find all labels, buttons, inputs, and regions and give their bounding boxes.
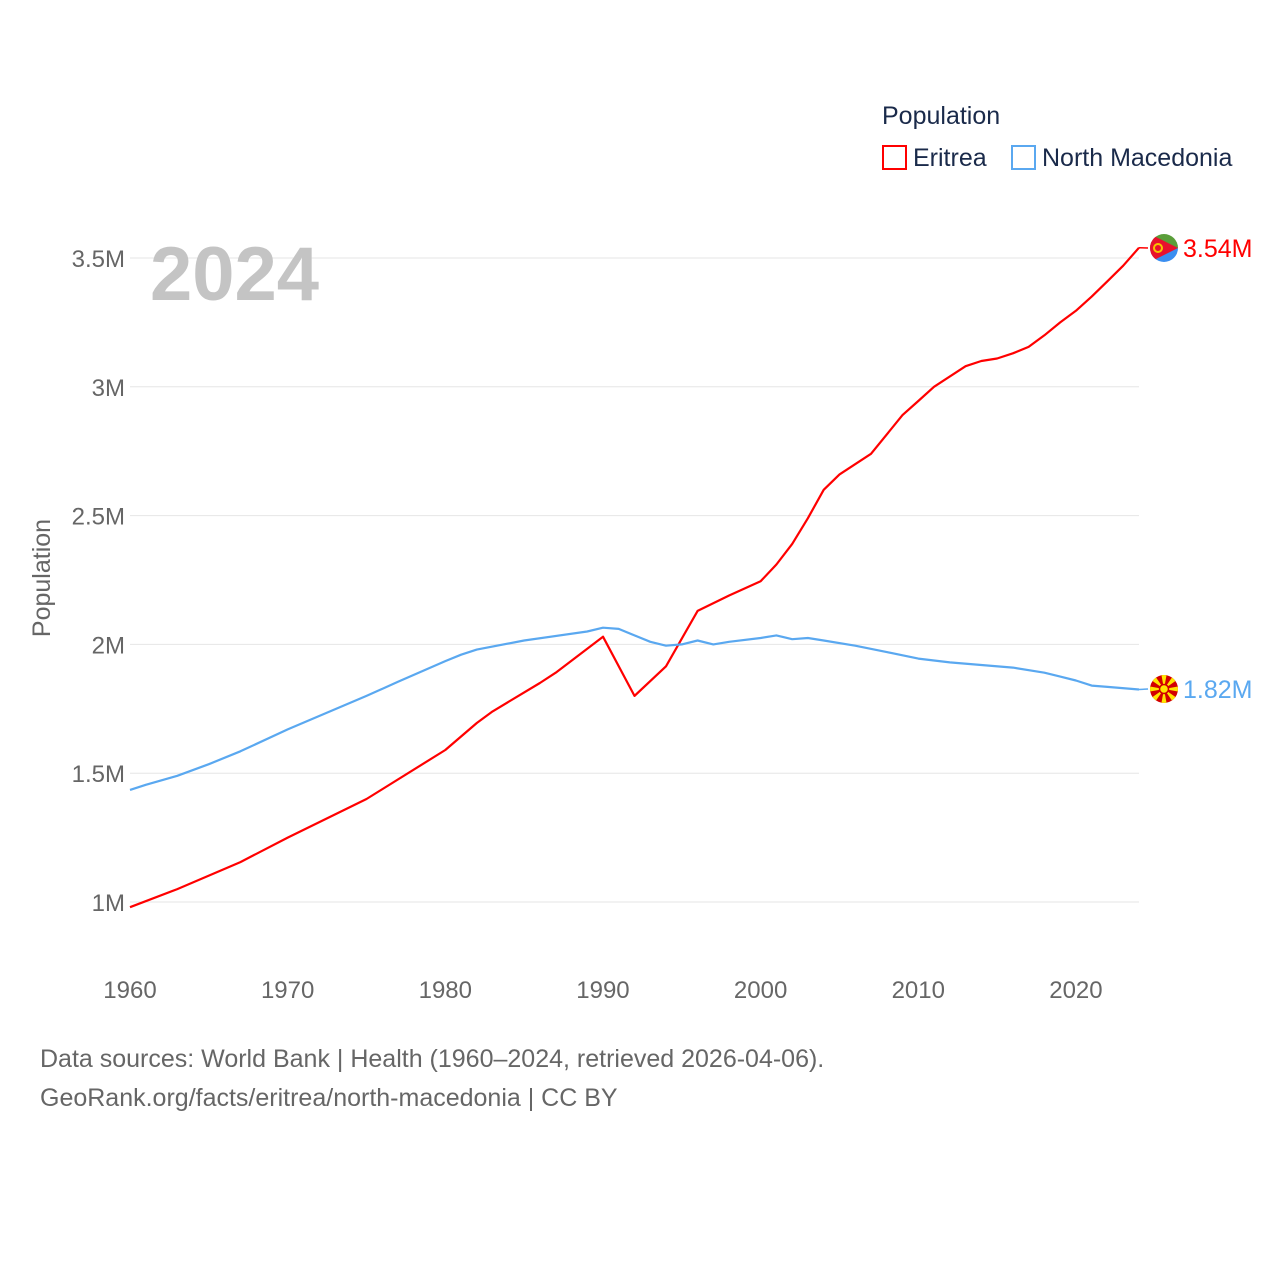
series-line-north-macedonia[interactable] <box>129 626 1140 791</box>
x-tick-label: 2010 <box>892 977 945 1004</box>
footer-link[interactable]: GeoRank.org/facts/eritrea/north-macedoni… <box>40 1084 618 1112</box>
legend-label: North Macedonia <box>1042 144 1232 172</box>
y-tick-label: 2.5M <box>72 504 125 531</box>
legend-title: Population <box>882 102 1000 130</box>
end-value-label: 1.82M <box>1183 676 1252 704</box>
legend-swatch <box>882 145 907 170</box>
north-macedonia-flag-icon <box>1150 675 1178 703</box>
eritrea-flag-icon <box>1150 234 1178 262</box>
y-tick-label: 1.5M <box>72 761 125 788</box>
y-tick-label: 3M <box>92 375 125 402</box>
legend-swatch <box>1011 145 1036 170</box>
x-tick-label: 2020 <box>1049 977 1102 1004</box>
footer-sources: Data sources: World Bank | Health (1960–… <box>40 1045 825 1073</box>
x-tick-label: 2000 <box>734 977 787 1004</box>
x-tick-label: 1990 <box>576 977 629 1004</box>
y-tick-label: 1M <box>92 890 125 917</box>
y-axis-label: Population <box>28 519 56 637</box>
x-tick-label: 1970 <box>261 977 314 1004</box>
year-watermark: 2024 <box>150 232 319 317</box>
legend-label: Eritrea <box>913 144 987 172</box>
y-tick-label: 2M <box>92 632 125 659</box>
end-value-label: 3.54M <box>1183 235 1252 263</box>
legend-item-eritrea[interactable]: Eritrea <box>882 144 987 172</box>
y-tick-label: 3.5M <box>72 246 125 273</box>
legend-item-north-macedonia[interactable]: North Macedonia <box>1011 144 1232 172</box>
series-line-eritrea[interactable] <box>129 246 1140 909</box>
x-tick-label: 1980 <box>419 977 472 1004</box>
x-tick-label: 1960 <box>103 977 156 1004</box>
